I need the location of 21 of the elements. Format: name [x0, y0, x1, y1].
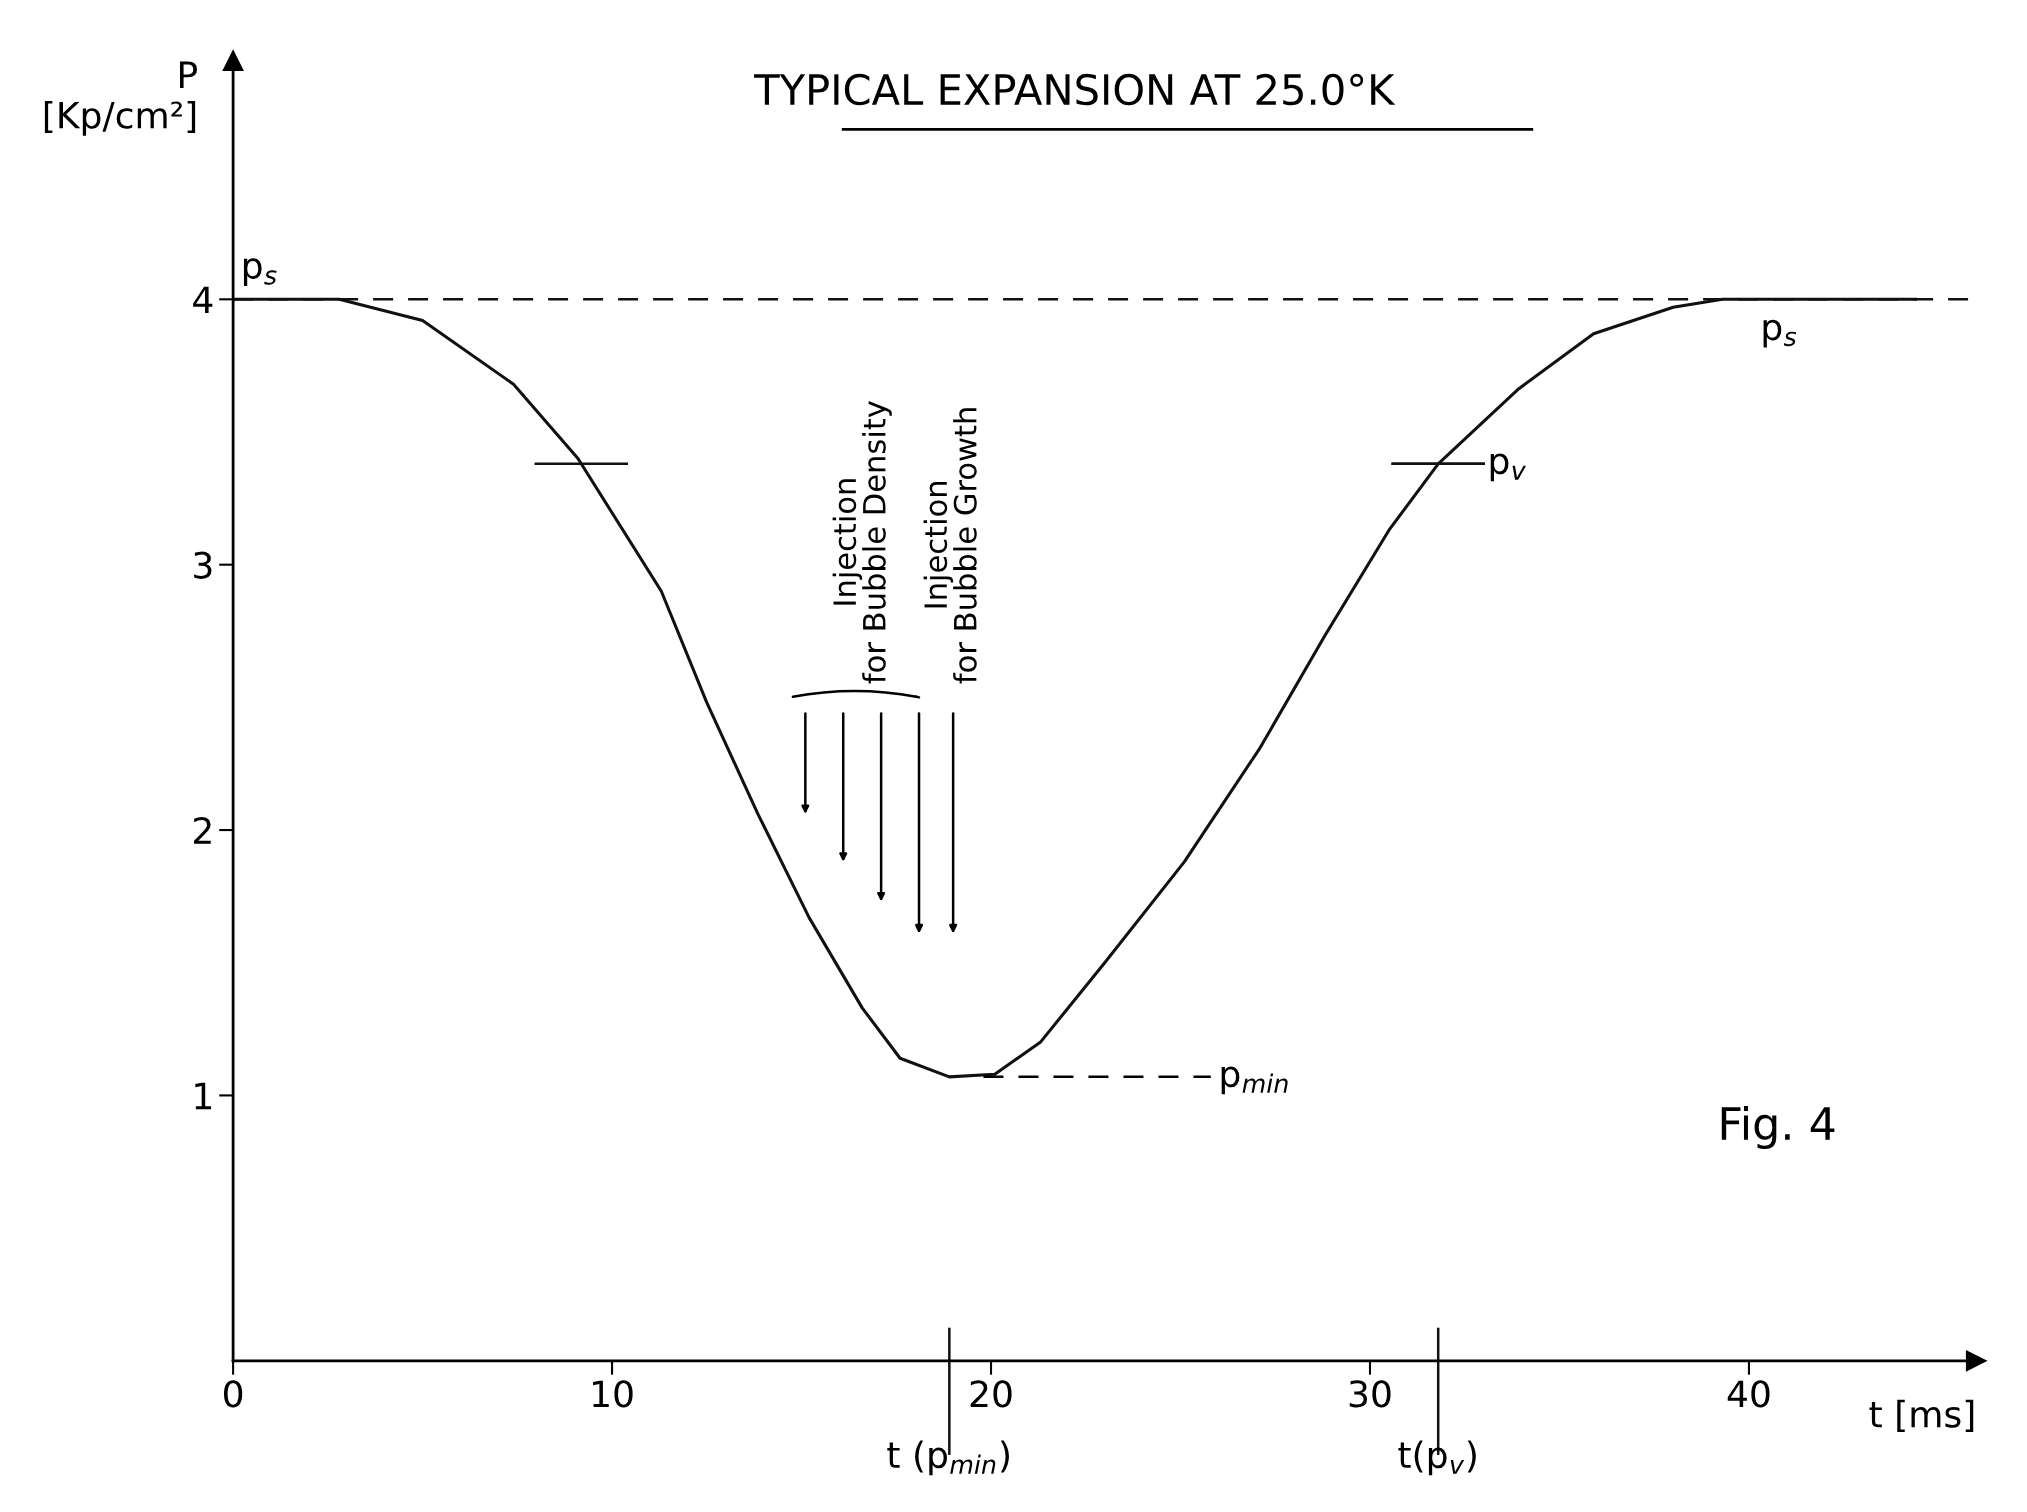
x-tick-label: 20: [970, 1380, 1012, 1408]
annotation: p$_{min}$: [1221, 1066, 1288, 1095]
annotation: p$_{s}$: [1763, 319, 1797, 348]
y-tick-label: 1: [195, 1082, 212, 1110]
x-tick-label: 40: [1727, 1380, 1770, 1408]
ref-line-label: t (p$_{min}$): [887, 1440, 1009, 1476]
ref-line-label: p$_{s}$: [243, 258, 277, 286]
x-axis-title: t [ms]: [1869, 1399, 1974, 1433]
y-tick-label: 4: [193, 286, 213, 314]
y-axis-title: P [Kp/cm²]: [44, 61, 198, 136]
ref-line-label: t(p$_{v}$): [1398, 1440, 1476, 1476]
annotation: Fig. 4: [1721, 1105, 1835, 1149]
annotation: Injection for Bubble Growth: [923, 408, 977, 684]
x-tick-label: 0: [224, 1380, 243, 1408]
x-tick-label: 10: [593, 1380, 633, 1408]
x-tick-label: 30: [1349, 1380, 1391, 1408]
y-tick-label: 2: [194, 816, 211, 844]
annotation: Injection for Bubble Density: [832, 401, 892, 684]
chart-title: TYPICAL EXPANSION AT 25.0°K: [754, 73, 1396, 106]
y-tick-label: 3: [194, 551, 212, 579]
ref-line-label: p$_{v}$: [1490, 453, 1526, 482]
